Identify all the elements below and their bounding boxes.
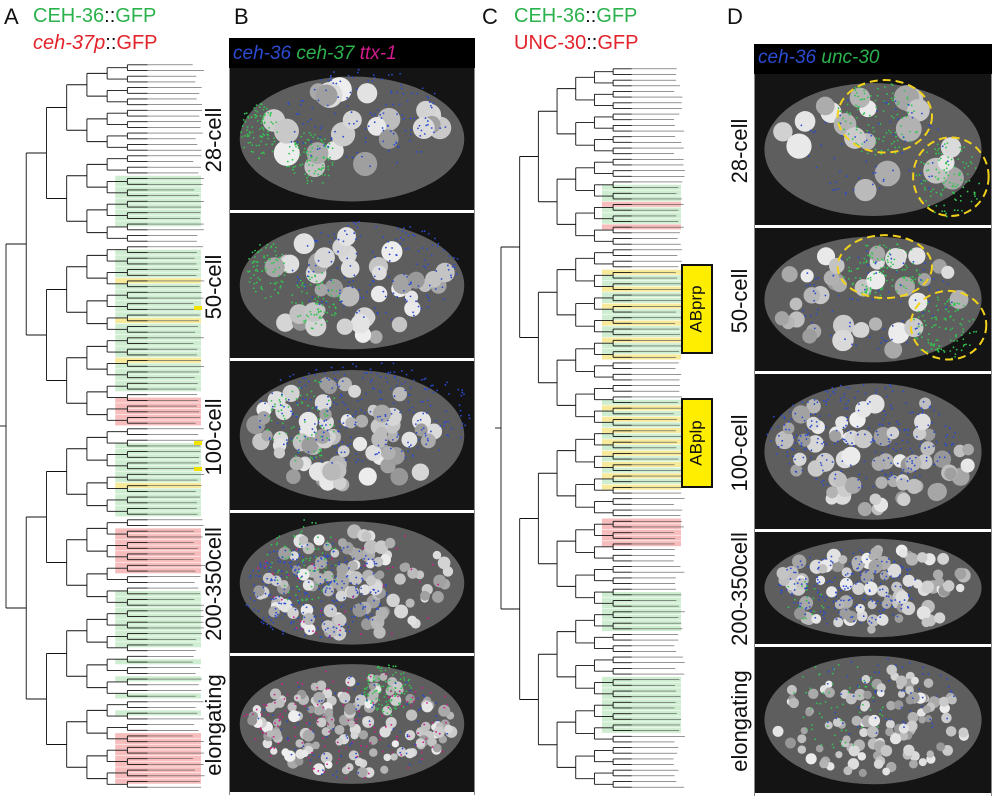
d-stage-label-4: elongating xyxy=(727,670,752,772)
d-micrograph-1 xyxy=(755,228,991,374)
b-stage-label-2: 100-cell xyxy=(201,397,226,476)
b-micrograph-1 xyxy=(230,213,474,361)
panel-d-header-strip xyxy=(754,44,992,74)
panel-c-legend-line-2: UNC-30::GFP xyxy=(514,32,639,54)
panel-a-legend-line-1: CEH-36::GFP xyxy=(33,5,157,27)
panel-a-letter: A xyxy=(4,4,19,29)
panel-a-legend-line-2: ceh-37p::GFP xyxy=(33,32,158,54)
panel-c-letter: C xyxy=(482,4,498,29)
panel-a-lineage-tree xyxy=(0,64,205,788)
b-micrograph-0 xyxy=(230,68,474,213)
d-micrograph-2 xyxy=(755,374,991,532)
panel-b-micrographs xyxy=(230,68,474,795)
b-micrograph-2 xyxy=(230,361,474,513)
d-stage-label-1: 50-cell xyxy=(727,268,752,333)
abplp-box: ABplp xyxy=(681,398,713,488)
panel-c-lineage-tree xyxy=(495,68,685,788)
panel-d-letter: D xyxy=(727,4,743,29)
b-stage-label-1: 50-cell xyxy=(201,254,226,319)
d-micrograph-3 xyxy=(755,532,991,647)
panel-b-letter: B xyxy=(234,4,249,29)
panel-c-legend-line-1: CEH-36::GFP xyxy=(514,5,638,27)
b-stage-label-3: 200-350cell xyxy=(201,527,226,641)
d-micrograph-4 xyxy=(755,647,991,796)
panel-b-header-strip xyxy=(229,38,475,68)
panel-d-micrographs xyxy=(755,74,991,796)
abprp-box: ABprp xyxy=(681,264,713,354)
d-stage-label-0: 28-cell xyxy=(727,118,752,183)
b-micrograph-4 xyxy=(230,656,474,795)
panel-b-header: ceh-36 ceh-37 ttx-1 xyxy=(233,43,397,64)
b-stage-label-4: elongating xyxy=(201,674,226,776)
d-micrograph-0 xyxy=(755,74,991,228)
b-stage-label-0: 28-cell xyxy=(201,107,226,173)
b-micrograph-3 xyxy=(230,513,474,656)
panel-d-header: ceh-36 unc-30 xyxy=(758,47,880,68)
